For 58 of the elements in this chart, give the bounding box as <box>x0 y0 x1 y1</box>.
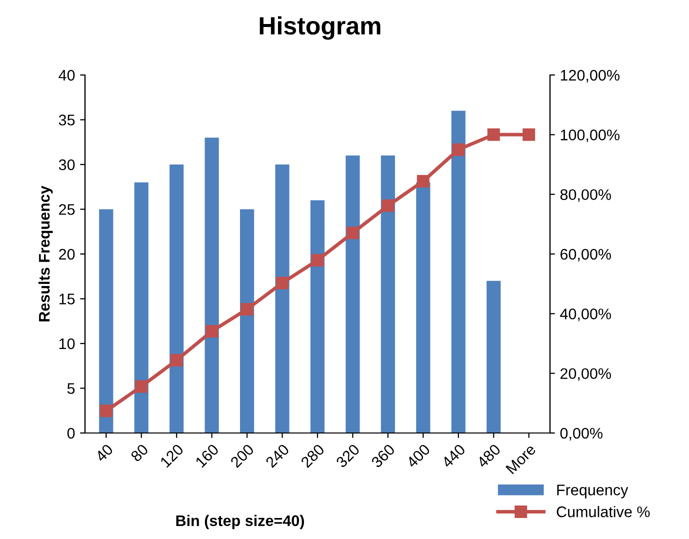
x-tick-label: 400 <box>406 443 431 468</box>
point <box>416 174 430 188</box>
point <box>487 128 500 141</box>
bar <box>451 110 466 433</box>
x-tick-label: 440 <box>440 443 466 468</box>
y2-tick-label: 80,00% <box>560 189 611 202</box>
chart-title: Histogram <box>260 16 380 40</box>
x-tick-label: 160 <box>194 443 220 468</box>
x-axis-title: Bin (step size=40) <box>176 514 304 530</box>
legend-label: Frequency <box>557 484 628 498</box>
legend-label: Cumulative % <box>556 506 650 518</box>
y2-tick-label: 20,00% <box>560 368 611 381</box>
y-tick-label: 35 <box>58 114 75 126</box>
x-tick-label: 320 <box>335 443 360 468</box>
point <box>346 226 359 240</box>
point <box>100 404 112 418</box>
x-tick-label: 480 <box>476 443 502 468</box>
x-tick-label: 40 <box>94 443 114 462</box>
bar <box>240 209 254 433</box>
y-tick-label: 40 <box>58 70 75 81</box>
bar <box>416 182 430 433</box>
y-tick-label: 10 <box>59 338 75 350</box>
y-axis-title: Results Frequency <box>38 186 53 322</box>
bar <box>486 280 501 433</box>
point <box>170 354 183 366</box>
y-tick-label: 0 <box>67 428 75 439</box>
point <box>276 276 289 290</box>
y-tick-label: 30 <box>58 159 75 170</box>
x-tick-label: 120 <box>160 443 184 468</box>
y2-tick-label: 120,00% <box>560 70 620 82</box>
y2-tick-label: 0,00% <box>560 428 602 440</box>
y2-tick-label: 60,00% <box>560 248 611 262</box>
y-tick-label: 20 <box>59 248 75 260</box>
x-tick-label: 280 <box>300 443 326 468</box>
point <box>240 302 254 316</box>
bar <box>204 138 219 433</box>
bar <box>346 156 360 433</box>
y-tick-label: 15 <box>59 294 75 304</box>
point <box>135 380 148 393</box>
bar <box>99 209 114 433</box>
x-tick-label: 200 <box>230 443 255 468</box>
bar <box>310 200 325 433</box>
point <box>452 143 465 156</box>
x-tick-label: 360 <box>370 443 396 468</box>
bar <box>380 156 395 433</box>
x-tick-label: 80 <box>130 443 149 462</box>
y2-tick-label: 100,00% <box>560 130 620 142</box>
x-tick-label: 240 <box>265 443 290 468</box>
point <box>382 199 394 212</box>
y2-tick-label: 40,00% <box>560 308 611 322</box>
bar <box>170 164 184 433</box>
bar <box>275 164 290 433</box>
y-tick-label: 5 <box>67 383 75 394</box>
y-tick-label: 25 <box>59 204 75 215</box>
point <box>311 254 324 267</box>
point <box>206 325 218 338</box>
point <box>522 128 536 141</box>
bar <box>134 182 148 433</box>
